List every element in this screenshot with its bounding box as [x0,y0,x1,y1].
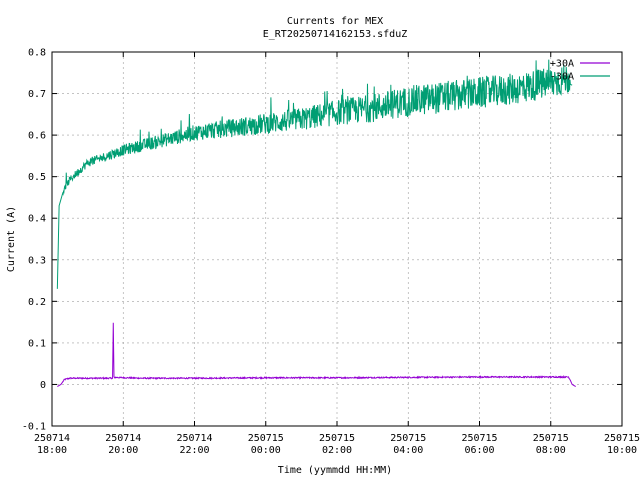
y-axis-label: Current (A) [6,206,17,272]
x-tick-time-label: 04:00 [393,445,423,456]
legend-label-1: +30A [550,59,574,70]
x-tick-date-label: 250715 [604,433,640,444]
x-axis-label: Time (yymmdd HH:MM) [278,465,392,476]
y-tick-label: 0.2 [28,297,46,308]
series-layer [56,59,576,387]
series-line-1 [57,322,576,387]
y-tick-label: 0.6 [28,131,46,142]
y-tick-label: 0.8 [28,48,46,59]
x-tick-time-label: 20:00 [108,445,138,456]
x-tick-time-label: 18:00 [37,445,67,456]
x-tick-time-label: 10:00 [607,445,637,456]
grid-lines [51,51,623,427]
y-tick-label: 0.4 [28,214,46,225]
x-tick-time-label: 06:00 [464,445,494,456]
x-tick-time-label: 08:00 [536,445,566,456]
y-tick-label: 0.3 [28,255,46,266]
x-tick-date-label: 250715 [461,433,497,444]
series-line-2 [56,59,573,289]
x-tick-date-label: 250715 [533,433,569,444]
x-tick-time-label: 02:00 [322,445,352,456]
x-tick-date-label: 250715 [390,433,426,444]
axis-ticks: -0.100.10.20.30.40.50.60.70.825071418:00… [22,48,640,457]
y-tick-label: 0.7 [28,89,46,100]
x-tick-date-label: 250714 [176,433,212,444]
x-tick-time-label: 22:00 [179,445,209,456]
y-tick-label: 0.5 [28,172,46,183]
legend: +30A -30A [550,59,610,83]
y-tick-label: -0.1 [22,422,46,433]
x-tick-date-label: 250715 [248,433,284,444]
y-tick-label: 0.1 [28,338,46,349]
x-tick-time-label: 00:00 [251,445,281,456]
x-tick-date-label: 250714 [105,433,141,444]
chart-title: Currents for MEX [287,16,383,27]
chart-subtitle: E_RT20250714162153.sfduZ [263,29,408,40]
legend-label-2: -30A [550,72,574,83]
x-tick-date-label: 250714 [34,433,70,444]
y-tick-label: 0 [40,380,46,391]
x-tick-date-label: 250715 [319,433,355,444]
